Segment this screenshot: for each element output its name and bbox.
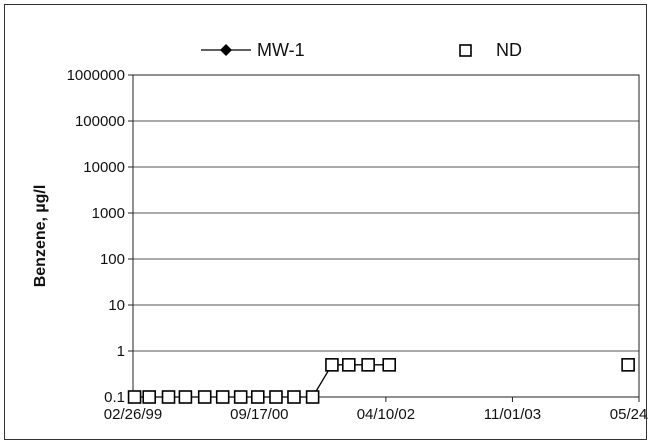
nd-marker xyxy=(269,390,283,404)
nd-marker xyxy=(142,390,157,404)
y-tick-label: 10 xyxy=(108,297,125,314)
nd-marker xyxy=(382,358,397,372)
grid-layer xyxy=(133,120,639,352)
square-icon xyxy=(459,44,472,57)
nd-marker xyxy=(325,358,339,372)
x-tick-label: 05/24/05 xyxy=(610,406,648,423)
nd-marker xyxy=(342,358,356,372)
y-tick-label: 100 xyxy=(100,251,125,268)
y-tick-label: 10000 xyxy=(83,159,125,176)
legend-label-nd: ND xyxy=(496,40,522,60)
benzene-chart: 0.1 1 10 100 1000 10000 100000 1000000 02/26/99… xyxy=(32,40,648,423)
y-tick-label: 1000 xyxy=(92,205,125,222)
x-tick-label: 11/01/03 xyxy=(484,406,541,423)
x-axis: 02/26/99 09/17/00 04/10/02 11/01/03 05/24/05 xyxy=(104,397,648,423)
nd-marker xyxy=(178,390,193,404)
y-tick-label: 1000000 xyxy=(67,67,125,84)
x-tick-label: 02/26/99 xyxy=(104,406,162,423)
series-layer xyxy=(127,358,635,404)
nd-marker xyxy=(215,390,230,404)
plot-area xyxy=(132,74,640,398)
y-axis-title: Benzene, µg/l xyxy=(32,185,49,288)
y-tick-label: 100000 xyxy=(75,113,125,130)
nd-marker xyxy=(287,390,301,404)
nd-marker xyxy=(621,358,635,372)
nd-marker xyxy=(250,390,265,404)
legend: MW-1 ND xyxy=(201,40,522,60)
chart-frame: 0.1 1 10 100 1000 10000 100000 1000000 02/26/99… xyxy=(4,4,648,440)
nd-marker xyxy=(127,390,142,404)
y-tick-label: 1 xyxy=(117,343,125,360)
diamond-icon xyxy=(220,44,232,56)
nd-marker xyxy=(305,390,320,404)
x-tick-label: 09/17/00 xyxy=(230,406,288,423)
nd-marker xyxy=(161,390,176,404)
nd-marker xyxy=(361,358,375,372)
x-tick-label: 04/10/02 xyxy=(357,406,415,423)
y-tick-label: 0.1 xyxy=(104,389,125,406)
legend-label-mw-1: MW-1 xyxy=(257,40,305,60)
nd-marker xyxy=(233,390,248,404)
nd-marker xyxy=(197,390,212,404)
y-axis: 0.1 1 10 100 1000 10000 100000 1000000 xyxy=(67,67,133,406)
